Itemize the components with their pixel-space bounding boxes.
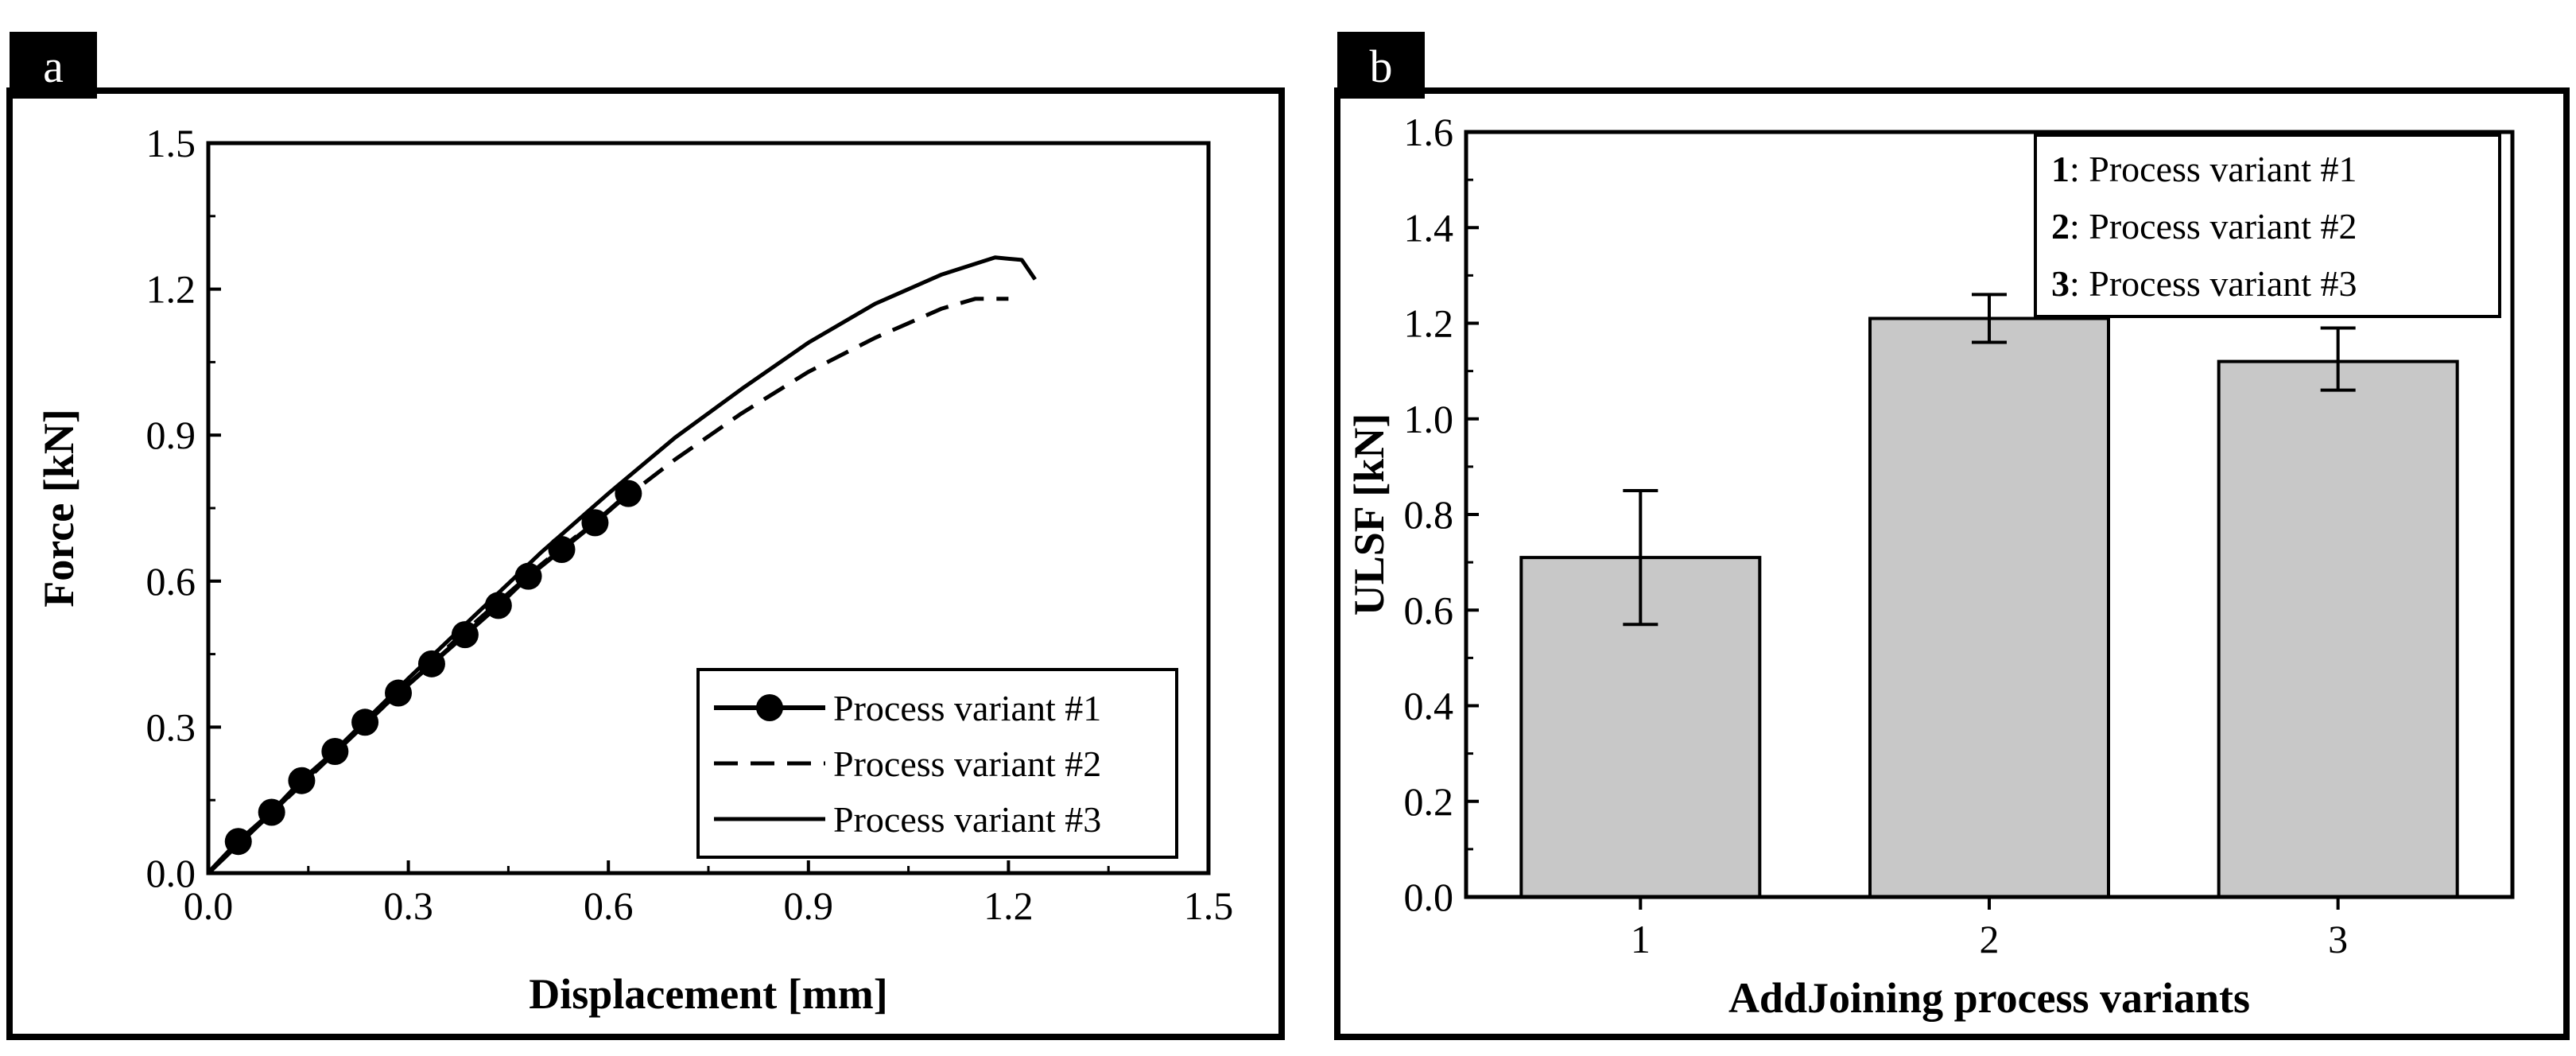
legend-entry-2: 2: Process variant #2 bbox=[2051, 206, 2357, 247]
legend-entry-3: 3: Process variant #3 bbox=[2051, 263, 2357, 304]
x-tick-label: 3 bbox=[2328, 917, 2348, 961]
panel-b-bars bbox=[1519, 293, 2459, 899]
data-point-variant-1 bbox=[548, 536, 576, 564]
data-point-variant-1 bbox=[288, 767, 316, 794]
x-tick-label: 2 bbox=[1980, 917, 2000, 961]
bar-2 bbox=[1868, 316, 2110, 899]
x-tick-label: 0.0 bbox=[184, 883, 234, 928]
legend-label-variant-3: Process variant #3 bbox=[833, 799, 1101, 840]
y-tick-label: 1.5 bbox=[146, 121, 196, 165]
data-point-variant-1 bbox=[385, 679, 413, 707]
legend-label-variant-2: Process variant #2 bbox=[833, 743, 1101, 784]
panel-b-legend: 1: Process variant #1 2: Process variant… bbox=[2034, 134, 2501, 318]
x-tick-label: 1.5 bbox=[1184, 883, 1234, 928]
panel-b-border bbox=[1334, 87, 2570, 1040]
legend-entry-3-num: 3 bbox=[2051, 263, 2070, 304]
y-tick-label: 0.0 bbox=[1404, 875, 1454, 919]
panel-a-x-axis-label: Displacement [mm] bbox=[529, 970, 887, 1018]
y-tick-label: 1.0 bbox=[1404, 397, 1454, 441]
panel-b-tag: b bbox=[1370, 41, 1393, 92]
panel-b-legend-box bbox=[2034, 134, 2501, 318]
x-tick-label: 1.2 bbox=[983, 883, 1034, 928]
y-tick-label: 0.6 bbox=[146, 559, 196, 604]
data-point-variant-1 bbox=[351, 709, 379, 736]
panel-a: a 0.0 0.3 0.6 0.9 1.2 1.5 0.0 0.3 0.6 0.9 1.2 1.5 D… bbox=[6, 32, 1285, 1040]
y-tick-label: 0.8 bbox=[1404, 492, 1454, 537]
panel-b-tag-bg bbox=[1337, 32, 1425, 99]
legend-entry-2-num: 2 bbox=[2051, 206, 2070, 247]
data-point-variant-1 bbox=[258, 798, 285, 826]
x-tick-label: 0.3 bbox=[383, 883, 433, 928]
y-tick-label: 1.4 bbox=[1404, 205, 1454, 250]
data-point-variant-1 bbox=[321, 738, 349, 765]
y-tick-label: 0.6 bbox=[1404, 588, 1454, 632]
y-tick-label: 0.2 bbox=[1404, 779, 1454, 824]
panel-b-y-axis-label: ULSF [kN] bbox=[1345, 413, 1393, 616]
panel-b: b 1 2 3 0.0 0.2 0.4 0.6 0.8 1.0 1.2 1.4 1.6 AddJoin… bbox=[1334, 32, 2570, 1040]
y-tick-label: 0.4 bbox=[1404, 684, 1454, 728]
x-tick-label: 1 bbox=[1631, 917, 1651, 961]
data-point-variant-1 bbox=[514, 562, 542, 590]
data-point-variant-1 bbox=[417, 650, 445, 677]
legend-label-variant-1: Process variant #1 bbox=[833, 688, 1101, 728]
x-tick-label: 0.6 bbox=[584, 883, 634, 928]
panel-a-border bbox=[6, 87, 1285, 1040]
legend-entry-2-text: : Process variant #2 bbox=[2070, 206, 2357, 247]
y-tick-label: 0.9 bbox=[146, 413, 196, 457]
data-point-variant-1 bbox=[224, 828, 252, 856]
panel-a-y-axis-label: Force [kN] bbox=[35, 409, 83, 607]
panel-a-tag: a bbox=[43, 41, 64, 92]
panel-a-ticks: 0.0 0.3 0.6 0.9 1.2 1.5 0.0 0.3 0.6 0.9 1.2 1.5 bbox=[146, 121, 1234, 928]
panel-b-ticks: 1 2 3 0.0 0.2 0.4 0.6 0.8 1.0 1.2 1.4 1.6 bbox=[1404, 110, 2349, 961]
legend-entry-1-text: : Process variant #1 bbox=[2070, 149, 2357, 189]
panel-a-series bbox=[206, 255, 1037, 875]
legend-entry-1: 1: Process variant #1 bbox=[2051, 149, 2357, 189]
y-tick-label: 1.2 bbox=[146, 267, 196, 312]
legend-entry-1-num: 1 bbox=[2051, 149, 2070, 189]
x-tick-label: 0.9 bbox=[784, 883, 834, 928]
data-point-variant-1 bbox=[484, 592, 512, 619]
y-tick-label: 1.2 bbox=[1404, 301, 1454, 346]
panel-a-legend: Process variant #1 Process variant #2 Pr… bbox=[696, 668, 1178, 859]
y-tick-label: 1.6 bbox=[1404, 110, 1454, 154]
data-point-variant-1 bbox=[615, 479, 642, 507]
y-tick-label: 0.0 bbox=[146, 851, 196, 895]
data-point-variant-1 bbox=[581, 509, 609, 537]
legend-entry-3-text: : Process variant #3 bbox=[2070, 263, 2357, 304]
bar-3 bbox=[2217, 359, 2459, 899]
panel-a-tag-bg bbox=[10, 32, 97, 99]
data-point-variant-1 bbox=[451, 621, 479, 649]
legend-marker-variant-1 bbox=[756, 694, 783, 721]
panel-b-x-axis-label: AddJoining process variants bbox=[1728, 974, 2250, 1022]
y-tick-label: 0.3 bbox=[146, 705, 196, 749]
